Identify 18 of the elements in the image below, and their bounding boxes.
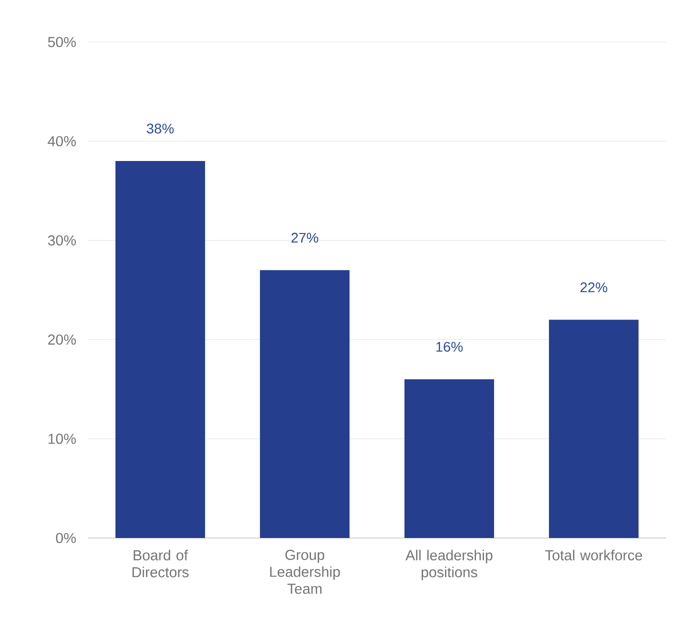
bar	[404, 379, 494, 538]
y-tick-label: 30%	[48, 235, 76, 246]
data-label: 27%	[291, 232, 318, 243]
data-label: 22%	[580, 282, 608, 292]
x-tick-label: Board of Directors	[132, 550, 189, 578]
x-tick-label: Total workforce	[545, 550, 642, 560]
y-tick-label: 10%	[48, 434, 76, 444]
data-label: 16%	[436, 342, 463, 352]
data-label: 38%	[146, 124, 174, 134]
y-tick-label: 40%	[48, 136, 76, 146]
bar	[548, 320, 639, 538]
x-tick-label: Group Leadership Team	[270, 550, 340, 594]
bar	[260, 270, 350, 538]
y-tick-label: 0%	[56, 532, 76, 544]
y-tick-label: 20%	[48, 334, 76, 345]
x-tick-label: All leadership positions	[406, 550, 492, 580]
bar	[115, 161, 206, 538]
y-tick-label: 50%	[48, 36, 76, 48]
